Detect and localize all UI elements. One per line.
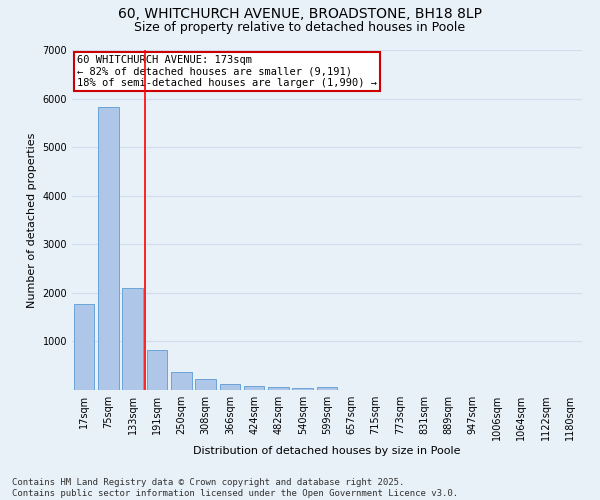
X-axis label: Distribution of detached houses by size in Poole: Distribution of detached houses by size … [193,446,461,456]
Text: 60 WHITCHURCH AVENUE: 173sqm
← 82% of detached houses are smaller (9,191)
18% of: 60 WHITCHURCH AVENUE: 173sqm ← 82% of de… [77,55,377,88]
Bar [146,350,167,390]
Bar [220,384,240,390]
Bar [98,108,119,390]
Bar [122,288,143,390]
Text: 60, WHITCHURCH AVENUE, BROADSTONE, BH18 8LP: 60, WHITCHURCH AVENUE, BROADSTONE, BH18 … [118,8,482,22]
Bar [74,304,94,390]
Bar [171,372,191,390]
Bar [292,388,313,390]
Y-axis label: Number of detached properties: Number of detached properties [27,132,37,308]
Bar [244,386,265,390]
Bar [195,380,216,390]
Bar [317,388,337,390]
Text: Contains HM Land Registry data © Crown copyright and database right 2025.
Contai: Contains HM Land Registry data © Crown c… [12,478,458,498]
Text: Size of property relative to detached houses in Poole: Size of property relative to detached ho… [134,21,466,34]
Bar [268,387,289,390]
